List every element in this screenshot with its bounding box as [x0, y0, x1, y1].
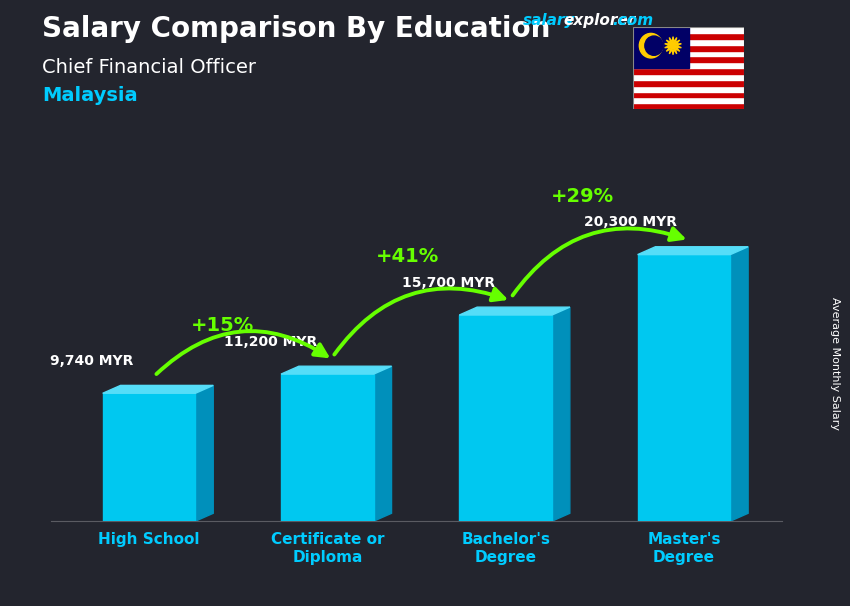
Bar: [633, 85, 744, 92]
Bar: [633, 33, 744, 39]
FancyArrowPatch shape: [156, 331, 326, 374]
Text: 20,300 MYR: 20,300 MYR: [584, 215, 677, 230]
Polygon shape: [730, 247, 748, 521]
Bar: [638, 255, 730, 521]
Bar: [633, 80, 744, 85]
Bar: [633, 92, 744, 98]
Bar: [459, 315, 552, 521]
Text: +15%: +15%: [190, 316, 254, 335]
Text: explorer: explorer: [564, 13, 636, 28]
Polygon shape: [552, 307, 570, 521]
Bar: [633, 51, 744, 56]
Polygon shape: [374, 366, 392, 521]
Circle shape: [645, 36, 663, 55]
Bar: [633, 74, 744, 80]
Bar: [633, 103, 744, 109]
Polygon shape: [459, 307, 570, 315]
Text: +41%: +41%: [376, 247, 439, 266]
FancyArrowPatch shape: [334, 288, 504, 355]
Bar: [633, 98, 744, 103]
Bar: [103, 393, 196, 521]
Bar: [633, 62, 744, 68]
Polygon shape: [103, 385, 213, 393]
FancyArrowPatch shape: [513, 228, 683, 295]
Bar: [633, 45, 744, 51]
Bar: [281, 374, 374, 521]
Text: .com: .com: [612, 13, 653, 28]
Text: Chief Financial Officer: Chief Financial Officer: [42, 58, 257, 76]
Polygon shape: [665, 36, 682, 55]
Text: 9,740 MYR: 9,740 MYR: [50, 354, 133, 368]
Text: 15,700 MYR: 15,700 MYR: [402, 276, 496, 290]
Text: Malaysia: Malaysia: [42, 86, 138, 105]
Circle shape: [639, 33, 662, 58]
Text: Average Monthly Salary: Average Monthly Salary: [830, 297, 840, 430]
Text: Salary Comparison By Education: Salary Comparison By Education: [42, 15, 551, 43]
Bar: [633, 27, 744, 33]
Text: salary: salary: [523, 13, 575, 28]
Polygon shape: [638, 247, 748, 255]
Polygon shape: [281, 366, 392, 374]
Bar: [633, 68, 744, 74]
Text: +29%: +29%: [551, 187, 614, 206]
Bar: [633, 56, 744, 62]
Bar: [633, 27, 688, 68]
Bar: [633, 39, 744, 45]
Polygon shape: [196, 385, 213, 521]
Text: 11,200 MYR: 11,200 MYR: [224, 335, 317, 349]
